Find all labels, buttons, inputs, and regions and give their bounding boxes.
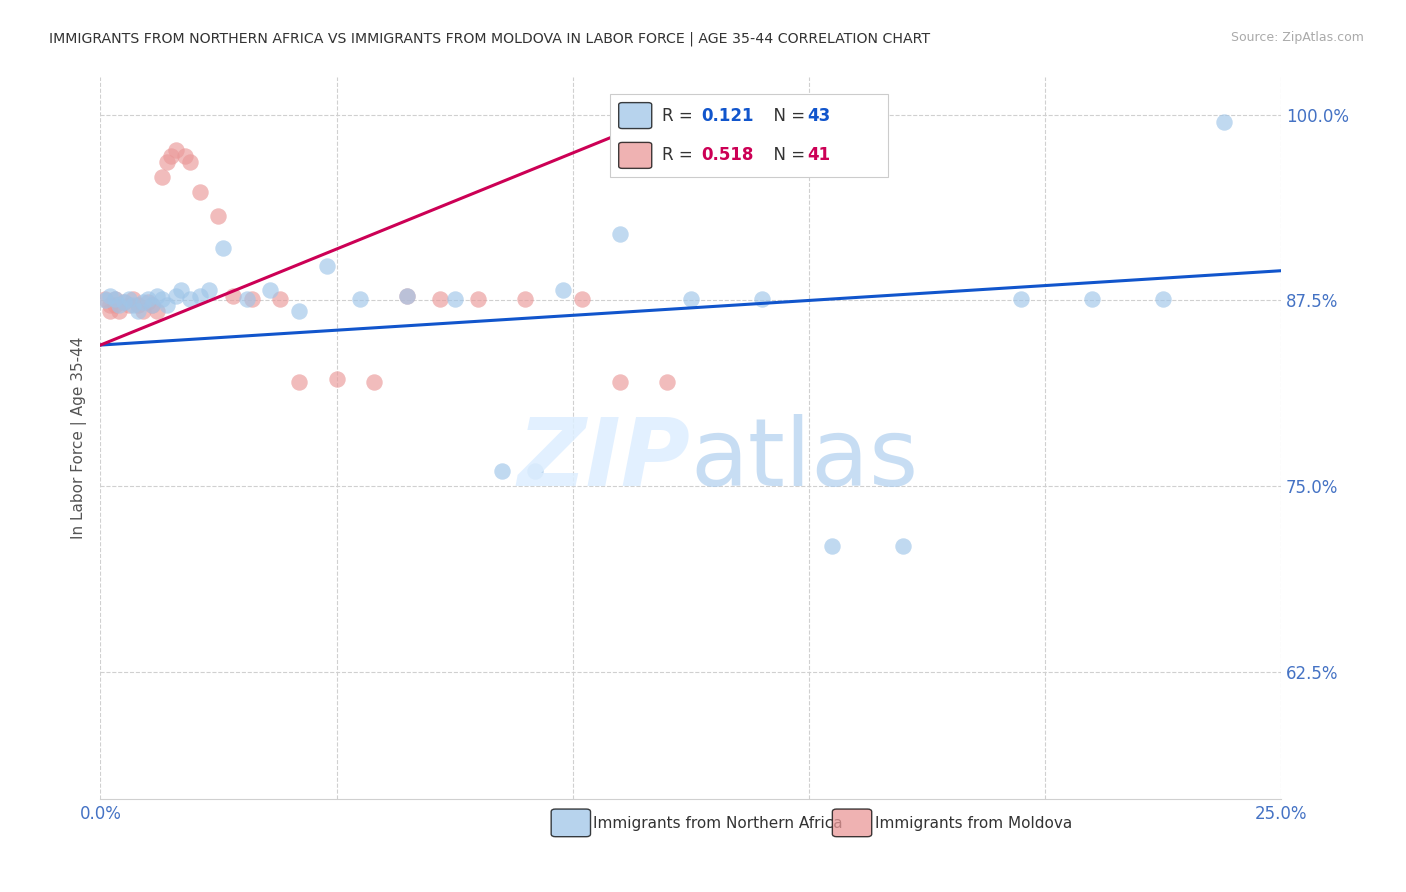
Point bbox=[150, 169, 173, 184]
Point bbox=[146, 289, 169, 303]
FancyBboxPatch shape bbox=[619, 143, 652, 169]
Point bbox=[523, 465, 546, 479]
Point bbox=[316, 260, 339, 274]
Text: R =: R = bbox=[662, 146, 699, 164]
Point bbox=[287, 304, 309, 318]
Point bbox=[1152, 292, 1174, 306]
Point bbox=[165, 289, 187, 303]
Point bbox=[609, 376, 631, 390]
Point bbox=[515, 292, 537, 306]
Point bbox=[155, 298, 177, 312]
Point bbox=[1010, 292, 1032, 306]
Point bbox=[491, 465, 513, 479]
FancyBboxPatch shape bbox=[619, 103, 652, 128]
Point bbox=[104, 292, 127, 306]
Point bbox=[821, 539, 844, 553]
Text: ZIP: ZIP bbox=[517, 414, 690, 506]
Point bbox=[127, 298, 149, 312]
Point bbox=[132, 304, 155, 318]
Point bbox=[553, 283, 575, 297]
Point bbox=[363, 376, 385, 390]
Text: 0.518: 0.518 bbox=[702, 146, 754, 164]
Point bbox=[104, 298, 127, 312]
Point bbox=[396, 289, 419, 303]
Text: 41: 41 bbox=[807, 146, 831, 164]
FancyBboxPatch shape bbox=[610, 94, 887, 177]
Point bbox=[1213, 115, 1236, 129]
Point bbox=[269, 292, 291, 306]
Point bbox=[179, 292, 201, 306]
Point bbox=[165, 143, 187, 157]
Point bbox=[94, 292, 117, 306]
Text: Source: ZipAtlas.com: Source: ZipAtlas.com bbox=[1230, 31, 1364, 45]
Point bbox=[655, 376, 678, 390]
Point bbox=[609, 227, 631, 241]
Point bbox=[349, 292, 371, 306]
Point bbox=[212, 241, 235, 255]
Point bbox=[429, 292, 451, 306]
Point bbox=[127, 304, 149, 318]
Point bbox=[141, 298, 163, 312]
Point bbox=[98, 304, 121, 318]
Point bbox=[122, 298, 145, 312]
Point bbox=[240, 292, 263, 306]
Point bbox=[1081, 292, 1104, 306]
Point bbox=[146, 304, 169, 318]
Point bbox=[188, 185, 211, 199]
Point bbox=[198, 283, 221, 297]
Point bbox=[396, 289, 419, 303]
Point bbox=[207, 209, 229, 223]
Point bbox=[108, 304, 131, 318]
Point bbox=[443, 292, 465, 306]
Point bbox=[155, 155, 177, 169]
Point bbox=[174, 149, 197, 163]
Text: Immigrants from Moldova: Immigrants from Moldova bbox=[875, 816, 1071, 830]
Text: Immigrants from Northern Africa: Immigrants from Northern Africa bbox=[593, 816, 844, 830]
Point bbox=[136, 292, 159, 306]
Point bbox=[112, 295, 135, 310]
Text: R =: R = bbox=[662, 106, 699, 125]
Text: 43: 43 bbox=[807, 106, 831, 125]
Point bbox=[325, 372, 347, 386]
Point bbox=[122, 292, 145, 306]
Point bbox=[571, 292, 593, 306]
Point bbox=[141, 298, 163, 312]
Point bbox=[98, 298, 121, 312]
Point bbox=[179, 155, 201, 169]
Point bbox=[679, 292, 702, 306]
Point bbox=[94, 293, 117, 308]
Text: N =: N = bbox=[762, 106, 810, 125]
Point bbox=[132, 295, 155, 310]
Point bbox=[891, 539, 914, 553]
Point bbox=[118, 292, 141, 306]
Point bbox=[136, 295, 159, 310]
Point bbox=[287, 376, 309, 390]
Y-axis label: In Labor Force | Age 35-44: In Labor Force | Age 35-44 bbox=[72, 337, 87, 539]
Point bbox=[118, 298, 141, 312]
Point bbox=[170, 283, 193, 297]
Point bbox=[467, 292, 489, 306]
Text: N =: N = bbox=[762, 146, 810, 164]
Point bbox=[104, 292, 127, 306]
Point bbox=[221, 289, 243, 303]
Text: 0.121: 0.121 bbox=[702, 106, 754, 125]
Point bbox=[751, 292, 773, 306]
Point bbox=[98, 289, 121, 303]
Point bbox=[160, 149, 183, 163]
Point bbox=[236, 292, 259, 306]
Point bbox=[259, 283, 281, 297]
Text: IMMIGRANTS FROM NORTHERN AFRICA VS IMMIGRANTS FROM MOLDOVA IN LABOR FORCE | AGE : IMMIGRANTS FROM NORTHERN AFRICA VS IMMIG… bbox=[49, 31, 931, 45]
Point bbox=[150, 292, 173, 306]
Point bbox=[112, 295, 135, 310]
Point bbox=[188, 289, 211, 303]
Point bbox=[108, 298, 131, 312]
Text: atlas: atlas bbox=[690, 414, 920, 506]
